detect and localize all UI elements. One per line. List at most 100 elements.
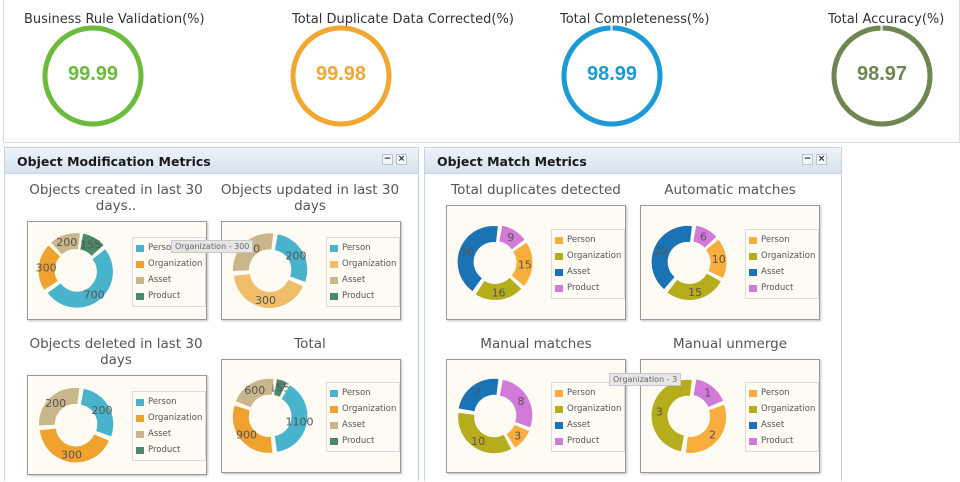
legend-swatch bbox=[136, 446, 144, 454]
legend-item-organization[interactable]: Organization bbox=[555, 248, 621, 264]
legend-item-person[interactable]: Person bbox=[136, 240, 202, 256]
donut-slice-label: 8 bbox=[517, 395, 524, 408]
chart-legend: Person Organization Asset Product bbox=[551, 229, 626, 299]
chart-box: 155 700 300 200 Person Organization Asset Produ… bbox=[27, 221, 207, 320]
legend-swatch bbox=[136, 430, 144, 438]
donut-slice-label: 7 bbox=[474, 386, 481, 399]
legend-item-product[interactable]: Product bbox=[749, 433, 815, 449]
donut-slice-person bbox=[511, 242, 533, 286]
chart-title: Objects updated in last 30 days bbox=[220, 182, 400, 214]
chart-title: Objects created in last 30 days.. bbox=[29, 182, 203, 214]
gauge-fill bbox=[42, 25, 144, 127]
legend-item-person[interactable]: Person bbox=[555, 232, 621, 248]
legend-label: Organization bbox=[148, 413, 203, 423]
legend-item-organization[interactable]: Organization bbox=[330, 256, 396, 272]
legend-item-person[interactable]: Person bbox=[330, 240, 396, 256]
legend-item-asset[interactable]: Asset bbox=[136, 272, 202, 288]
donut-slice-person bbox=[506, 424, 530, 448]
legend-swatch bbox=[555, 268, 563, 276]
legend-swatch bbox=[330, 405, 338, 413]
panel-title: Object Modification Metrics bbox=[17, 154, 211, 169]
legend-item-asset[interactable]: Asset bbox=[749, 264, 815, 280]
legend-item-person[interactable]: Person bbox=[555, 385, 621, 401]
chart-objects-created: Objects created in last 30 days.. 155 700… bbox=[25, 182, 207, 322]
legend-label: Product bbox=[567, 436, 600, 446]
donut-slice-label: 200 bbox=[56, 236, 77, 249]
kpi-value: 99.98 bbox=[315, 63, 367, 85]
donut-chart-svg: 1 2 3 bbox=[651, 379, 727, 453]
legend-item-person[interactable]: Person bbox=[749, 385, 815, 401]
legend-swatch bbox=[330, 260, 338, 268]
chart-objects-updated: Objects updated in last 30 days 20030020… bbox=[219, 182, 401, 322]
donut-slice-label: 200 bbox=[285, 250, 306, 263]
donut-slice-label: 10 bbox=[712, 253, 726, 266]
legend-label: Organization bbox=[567, 404, 622, 414]
legend-item-person[interactable]: Person bbox=[749, 232, 815, 248]
legend-label: Organization bbox=[342, 404, 397, 414]
donut-slice-label: 1100 bbox=[285, 416, 313, 429]
legend-item-organization[interactable]: Organization bbox=[749, 401, 815, 417]
legend-item-person[interactable]: Person bbox=[330, 385, 396, 401]
legend-item-organization[interactable]: Organization bbox=[136, 256, 202, 272]
chart-title: Manual matches bbox=[480, 336, 592, 352]
legend-item-asset[interactable]: Asset bbox=[555, 264, 621, 280]
legend-label: Asset bbox=[567, 267, 591, 277]
donut-slice-label: 300 bbox=[255, 294, 276, 307]
legend-item-product[interactable]: Product bbox=[330, 433, 396, 449]
legend-item-asset[interactable]: Asset bbox=[330, 417, 396, 433]
donut-chart-svg: 9 15 16 30 bbox=[457, 225, 533, 300]
legend-label: Organization bbox=[342, 259, 397, 269]
chart-legend: Person Organization Asset Product bbox=[132, 237, 207, 307]
donut-slice-label: 200 bbox=[91, 404, 112, 417]
chart-title: Total duplicates detected bbox=[451, 182, 621, 198]
donut-slice-organization bbox=[232, 405, 273, 453]
legend-item-product[interactable]: Product bbox=[555, 280, 621, 296]
donut-slice-organization bbox=[39, 428, 109, 463]
donut-slice-label: 155 bbox=[269, 382, 290, 395]
legend-item-person[interactable]: Person bbox=[136, 394, 202, 410]
donut-slice-organization bbox=[475, 277, 522, 300]
close-button[interactable]: × bbox=[816, 154, 827, 165]
kpi-value: 98.97 bbox=[856, 63, 908, 85]
minimize-button[interactable]: − bbox=[382, 154, 393, 165]
minimize-button[interactable]: − bbox=[802, 154, 813, 165]
legend-item-product[interactable]: Product bbox=[136, 442, 202, 458]
legend-swatch bbox=[136, 292, 144, 300]
legend-item-organization[interactable]: Organization bbox=[330, 401, 396, 417]
legend-item-product[interactable]: Product bbox=[330, 288, 396, 304]
legend-item-asset[interactable]: Asset bbox=[330, 272, 396, 288]
kpi-title: Business Rule Validation(%) bbox=[24, 12, 205, 27]
kpi-strip: Business Rule Validation(%) 99.99 Total … bbox=[3, 0, 960, 143]
legend-item-product[interactable]: Product bbox=[749, 280, 815, 296]
donut-slice-product bbox=[499, 379, 533, 428]
legend-swatch bbox=[330, 437, 338, 445]
chart-total: Total 155 1100 900 600 Person Organization Ass… bbox=[219, 336, 401, 482]
donut-slice-asset bbox=[51, 233, 80, 255]
legend-item-asset[interactable]: Asset bbox=[555, 417, 621, 433]
legend-label: Product bbox=[342, 291, 375, 301]
legend-item-product[interactable]: Product bbox=[136, 288, 202, 304]
legend-item-product[interactable]: Product bbox=[555, 433, 621, 449]
legend-label: Product bbox=[761, 283, 794, 293]
kpi-value: 99.99 bbox=[67, 63, 119, 85]
donut-slice-product bbox=[693, 225, 717, 248]
legend-item-organization[interactable]: Organization bbox=[136, 410, 202, 426]
legend-item-asset[interactable]: Asset bbox=[136, 426, 202, 442]
legend-label: Product bbox=[761, 436, 794, 446]
legend-item-asset[interactable]: Asset bbox=[749, 417, 815, 433]
donut-slice-label: 900 bbox=[236, 429, 257, 442]
legend-label: Organization bbox=[761, 251, 816, 261]
legend-swatch bbox=[749, 389, 757, 397]
legend-item-organization[interactable]: Organization bbox=[749, 248, 815, 264]
legend-label: Organization bbox=[761, 404, 816, 414]
donut-slice-asset bbox=[235, 378, 274, 408]
legend-item-organization[interactable]: Organization bbox=[555, 401, 621, 417]
chart-legend: Person Organization Asset Product bbox=[132, 391, 207, 461]
panel-header: Object Match Metrics − × bbox=[425, 148, 841, 174]
kpi-gauge-ring bbox=[42, 25, 144, 127]
legend-label: Asset bbox=[761, 420, 785, 430]
legend-label: Person bbox=[342, 243, 371, 253]
close-button[interactable]: × bbox=[396, 154, 407, 165]
donut-slice-label: 16 bbox=[492, 286, 506, 299]
